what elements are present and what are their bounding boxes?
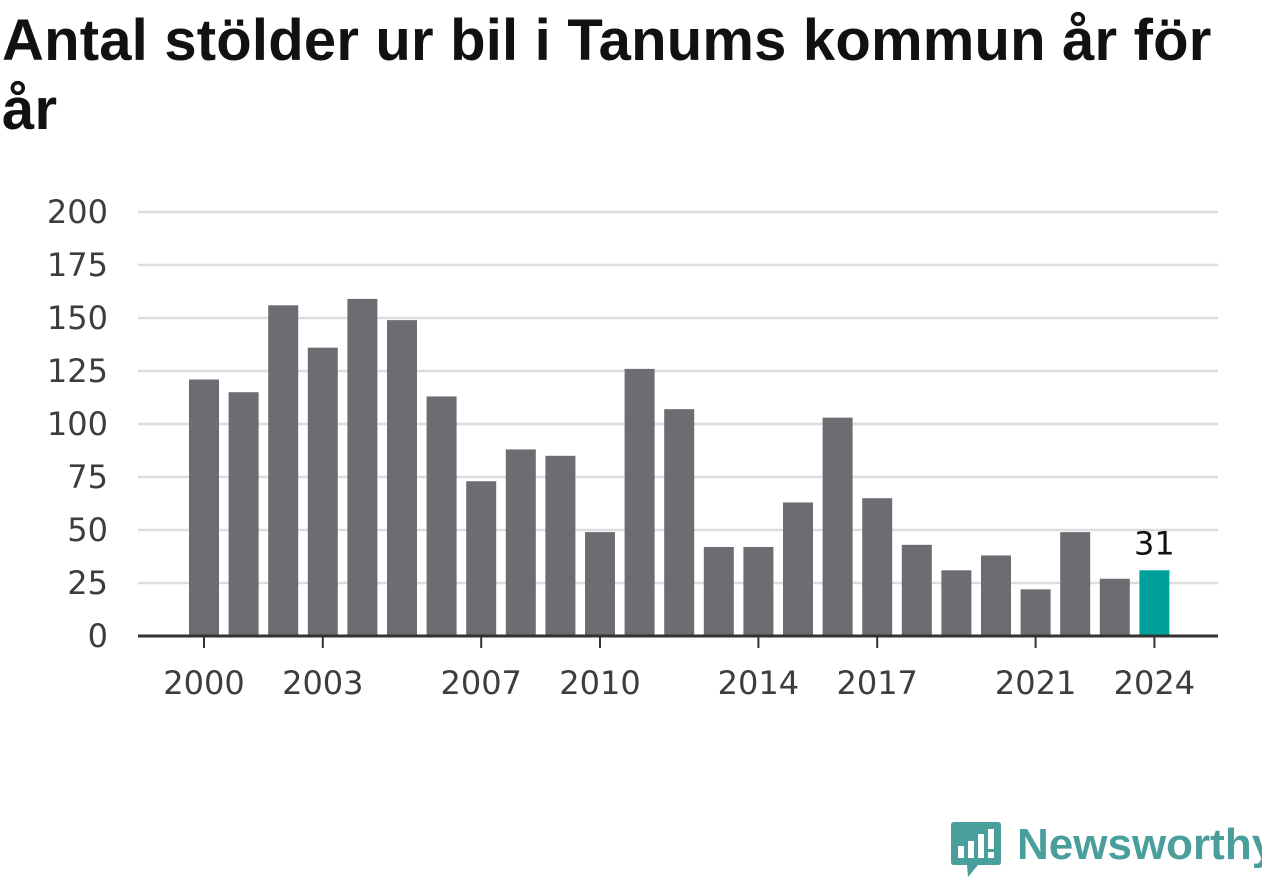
y-tick-label: 100 <box>47 405 108 443</box>
bar <box>664 409 695 636</box>
y-tick-label: 75 <box>67 458 108 496</box>
bar <box>822 417 853 636</box>
bar <box>624 368 655 636</box>
newsworthy-logo: Newsworthy <box>950 820 1262 878</box>
bars <box>189 298 1170 636</box>
y-tick-label: 200 <box>47 193 108 231</box>
x-tick-label: 2007 <box>440 664 521 702</box>
x-tick-label: 2003 <box>282 664 363 702</box>
bar <box>268 305 299 636</box>
bar <box>307 347 338 636</box>
brand-name: Newsworthy <box>1017 820 1262 869</box>
bar <box>585 532 615 636</box>
bar <box>1020 589 1051 636</box>
y-tick-label: 125 <box>47 352 108 390</box>
bar <box>862 498 893 636</box>
bar <box>466 481 497 636</box>
bar <box>426 396 457 636</box>
bar <box>703 546 734 636</box>
bar <box>1139 570 1170 636</box>
bar <box>901 544 932 636</box>
bar <box>189 379 219 636</box>
bar <box>981 555 1011 636</box>
chart-title: Antal stölder ur bil i Tanums kommun år … <box>2 8 1212 142</box>
x-tick-label: 2024 <box>1114 664 1195 702</box>
bar <box>347 298 378 636</box>
x-tick-label: 2021 <box>995 664 1076 702</box>
x-tick-label: 2000 <box>163 664 244 702</box>
y-tick-label: 0 <box>88 617 108 655</box>
x-tick-label: 2010 <box>559 664 640 702</box>
x-tick-label: 2017 <box>836 664 917 702</box>
y-tick-label: 50 <box>67 511 108 549</box>
bar <box>228 392 259 636</box>
bar <box>505 449 536 636</box>
newsworthy-logo-icon <box>951 822 1001 877</box>
y-tick-label: 25 <box>67 564 108 602</box>
x-axis-ticks: 2000 2003 2007 2010 2014 2017 2021 2024 <box>163 636 1195 702</box>
highlight-value-label: 31 <box>1134 524 1175 562</box>
bar <box>545 455 576 636</box>
bar <box>743 546 774 636</box>
x-tick-label: 2014 <box>718 664 799 702</box>
bar <box>783 502 813 636</box>
y-tick-label: 150 <box>47 299 108 337</box>
bar <box>1060 532 1091 636</box>
y-axis-ticks: 0 25 50 75 100 125 150 175 200 <box>47 193 108 655</box>
bar <box>941 570 972 636</box>
data-labels: 31 <box>1134 524 1175 562</box>
bar <box>1099 578 1130 636</box>
bar <box>387 320 417 636</box>
y-tick-label: 175 <box>47 246 108 284</box>
